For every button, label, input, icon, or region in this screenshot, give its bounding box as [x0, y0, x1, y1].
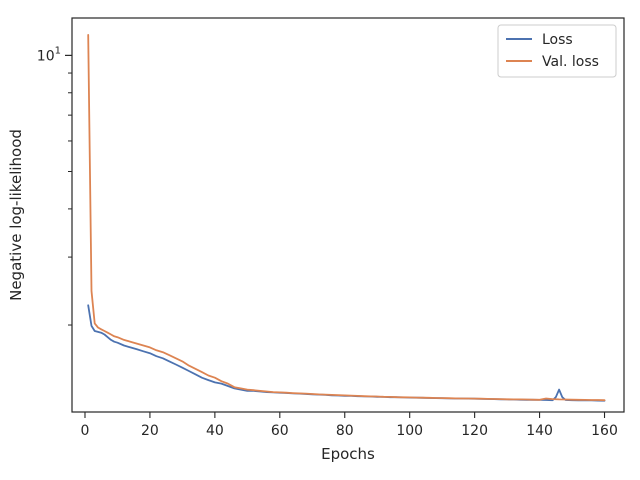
- y-tick-label: 101: [37, 45, 61, 64]
- legend: Loss Val. loss: [497, 24, 617, 78]
- plot-frame: [71, 17, 625, 413]
- x-tick-label: 140: [526, 423, 553, 439]
- x-tick-label: 40: [206, 423, 224, 439]
- plot-area: [87, 34, 606, 402]
- legend-label: Val. loss: [542, 54, 599, 70]
- legend-label: Loss: [542, 32, 573, 48]
- x-axis: 0 20 40 60 80 100 120 140 160: [81, 412, 618, 439]
- y-axis: 101: [37, 45, 72, 326]
- x-tick-label: 60: [271, 423, 289, 439]
- x-tick-label: 120: [461, 423, 488, 439]
- x-tick-label: 0: [81, 423, 90, 439]
- series-line-val-loss: [87, 34, 606, 402]
- x-axis-label: Epochs: [321, 445, 375, 463]
- x-tick-label: 80: [336, 423, 354, 439]
- y-axis-label: Negative log-likelihood: [7, 129, 25, 301]
- x-tick-label: 20: [141, 423, 159, 439]
- x-tick-label: 160: [591, 423, 618, 439]
- x-tick-label: 100: [396, 423, 423, 439]
